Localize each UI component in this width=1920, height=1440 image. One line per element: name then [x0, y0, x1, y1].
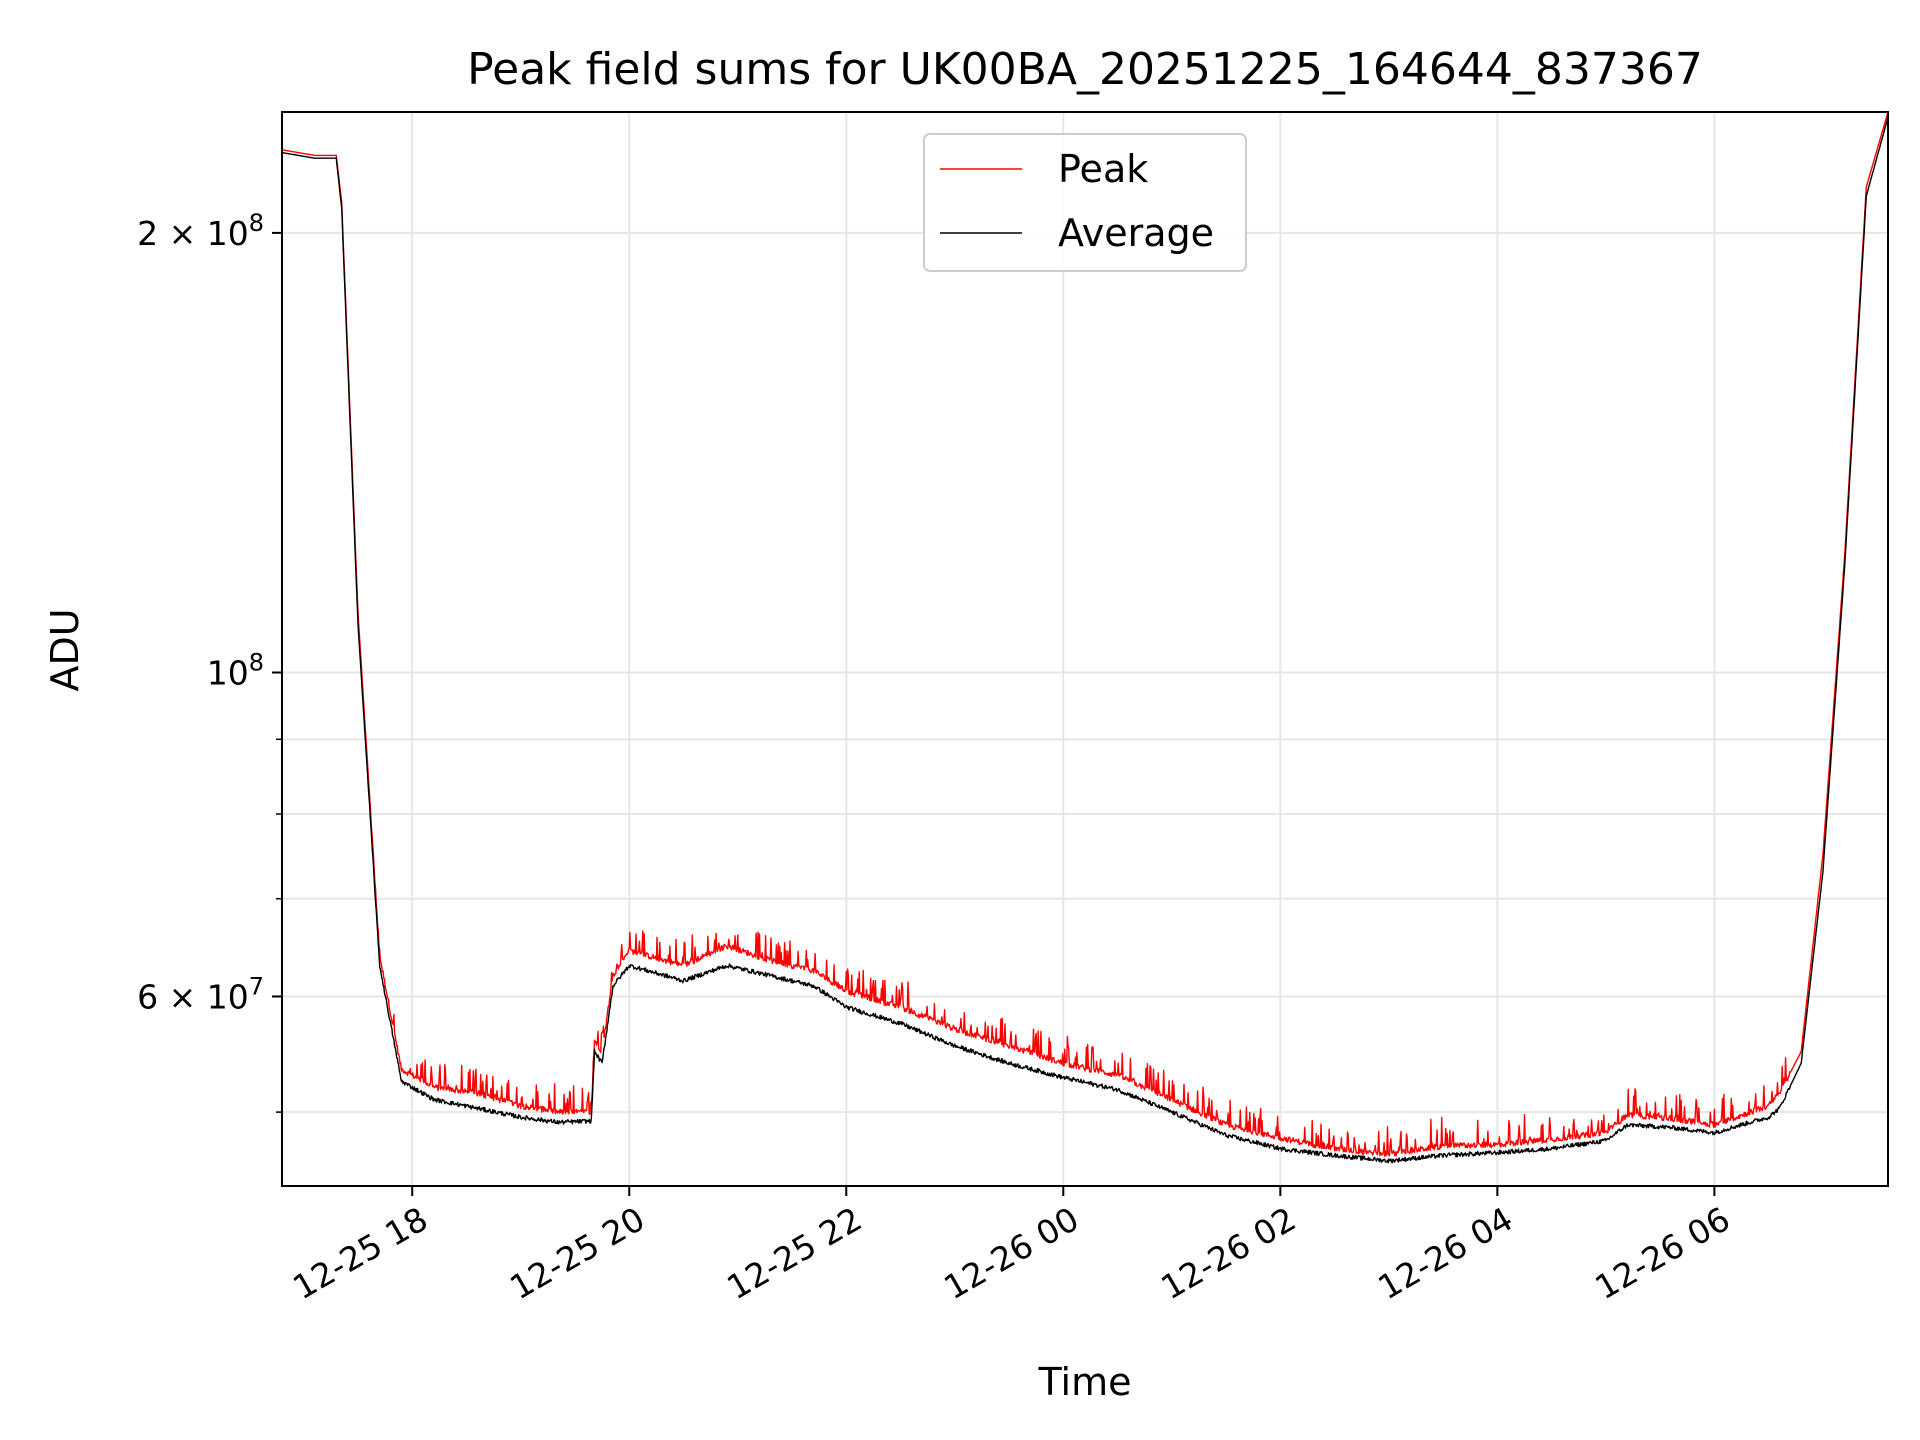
series-line-peak	[282, 112, 1888, 1158]
plot-frame	[281, 111, 1889, 1187]
legend-label-average: Average	[1058, 211, 1214, 255]
y-tick-label: 2 × 108	[137, 209, 264, 253]
chart-title: Peak field sums for UK00BA_20251225_1646…	[467, 44, 1703, 95]
x-tick-label: 12-25 20	[503, 1199, 651, 1307]
legend: Peak Average	[923, 133, 1247, 272]
y-tick-label: 6 × 107	[137, 972, 264, 1016]
x-tick-label: 12-26 00	[937, 1199, 1085, 1307]
grid-layer	[282, 112, 1888, 1186]
y-tick-label: 108	[207, 648, 264, 692]
x-tick-label: 12-26 02	[1154, 1199, 1302, 1307]
x-tick-label: 12-25 22	[720, 1199, 868, 1307]
series-line-average	[282, 117, 1888, 1164]
series-layer	[282, 112, 1888, 1164]
y-axis-label: ADU	[43, 608, 87, 691]
x-tick-label: 12-26 06	[1588, 1199, 1736, 1307]
x-axis-label: Time	[1038, 1360, 1132, 1404]
legend-label-peak: Peak	[1058, 147, 1148, 191]
x-tick-label: 12-25 18	[286, 1199, 434, 1307]
x-tick-label: 12-26 04	[1371, 1199, 1519, 1307]
